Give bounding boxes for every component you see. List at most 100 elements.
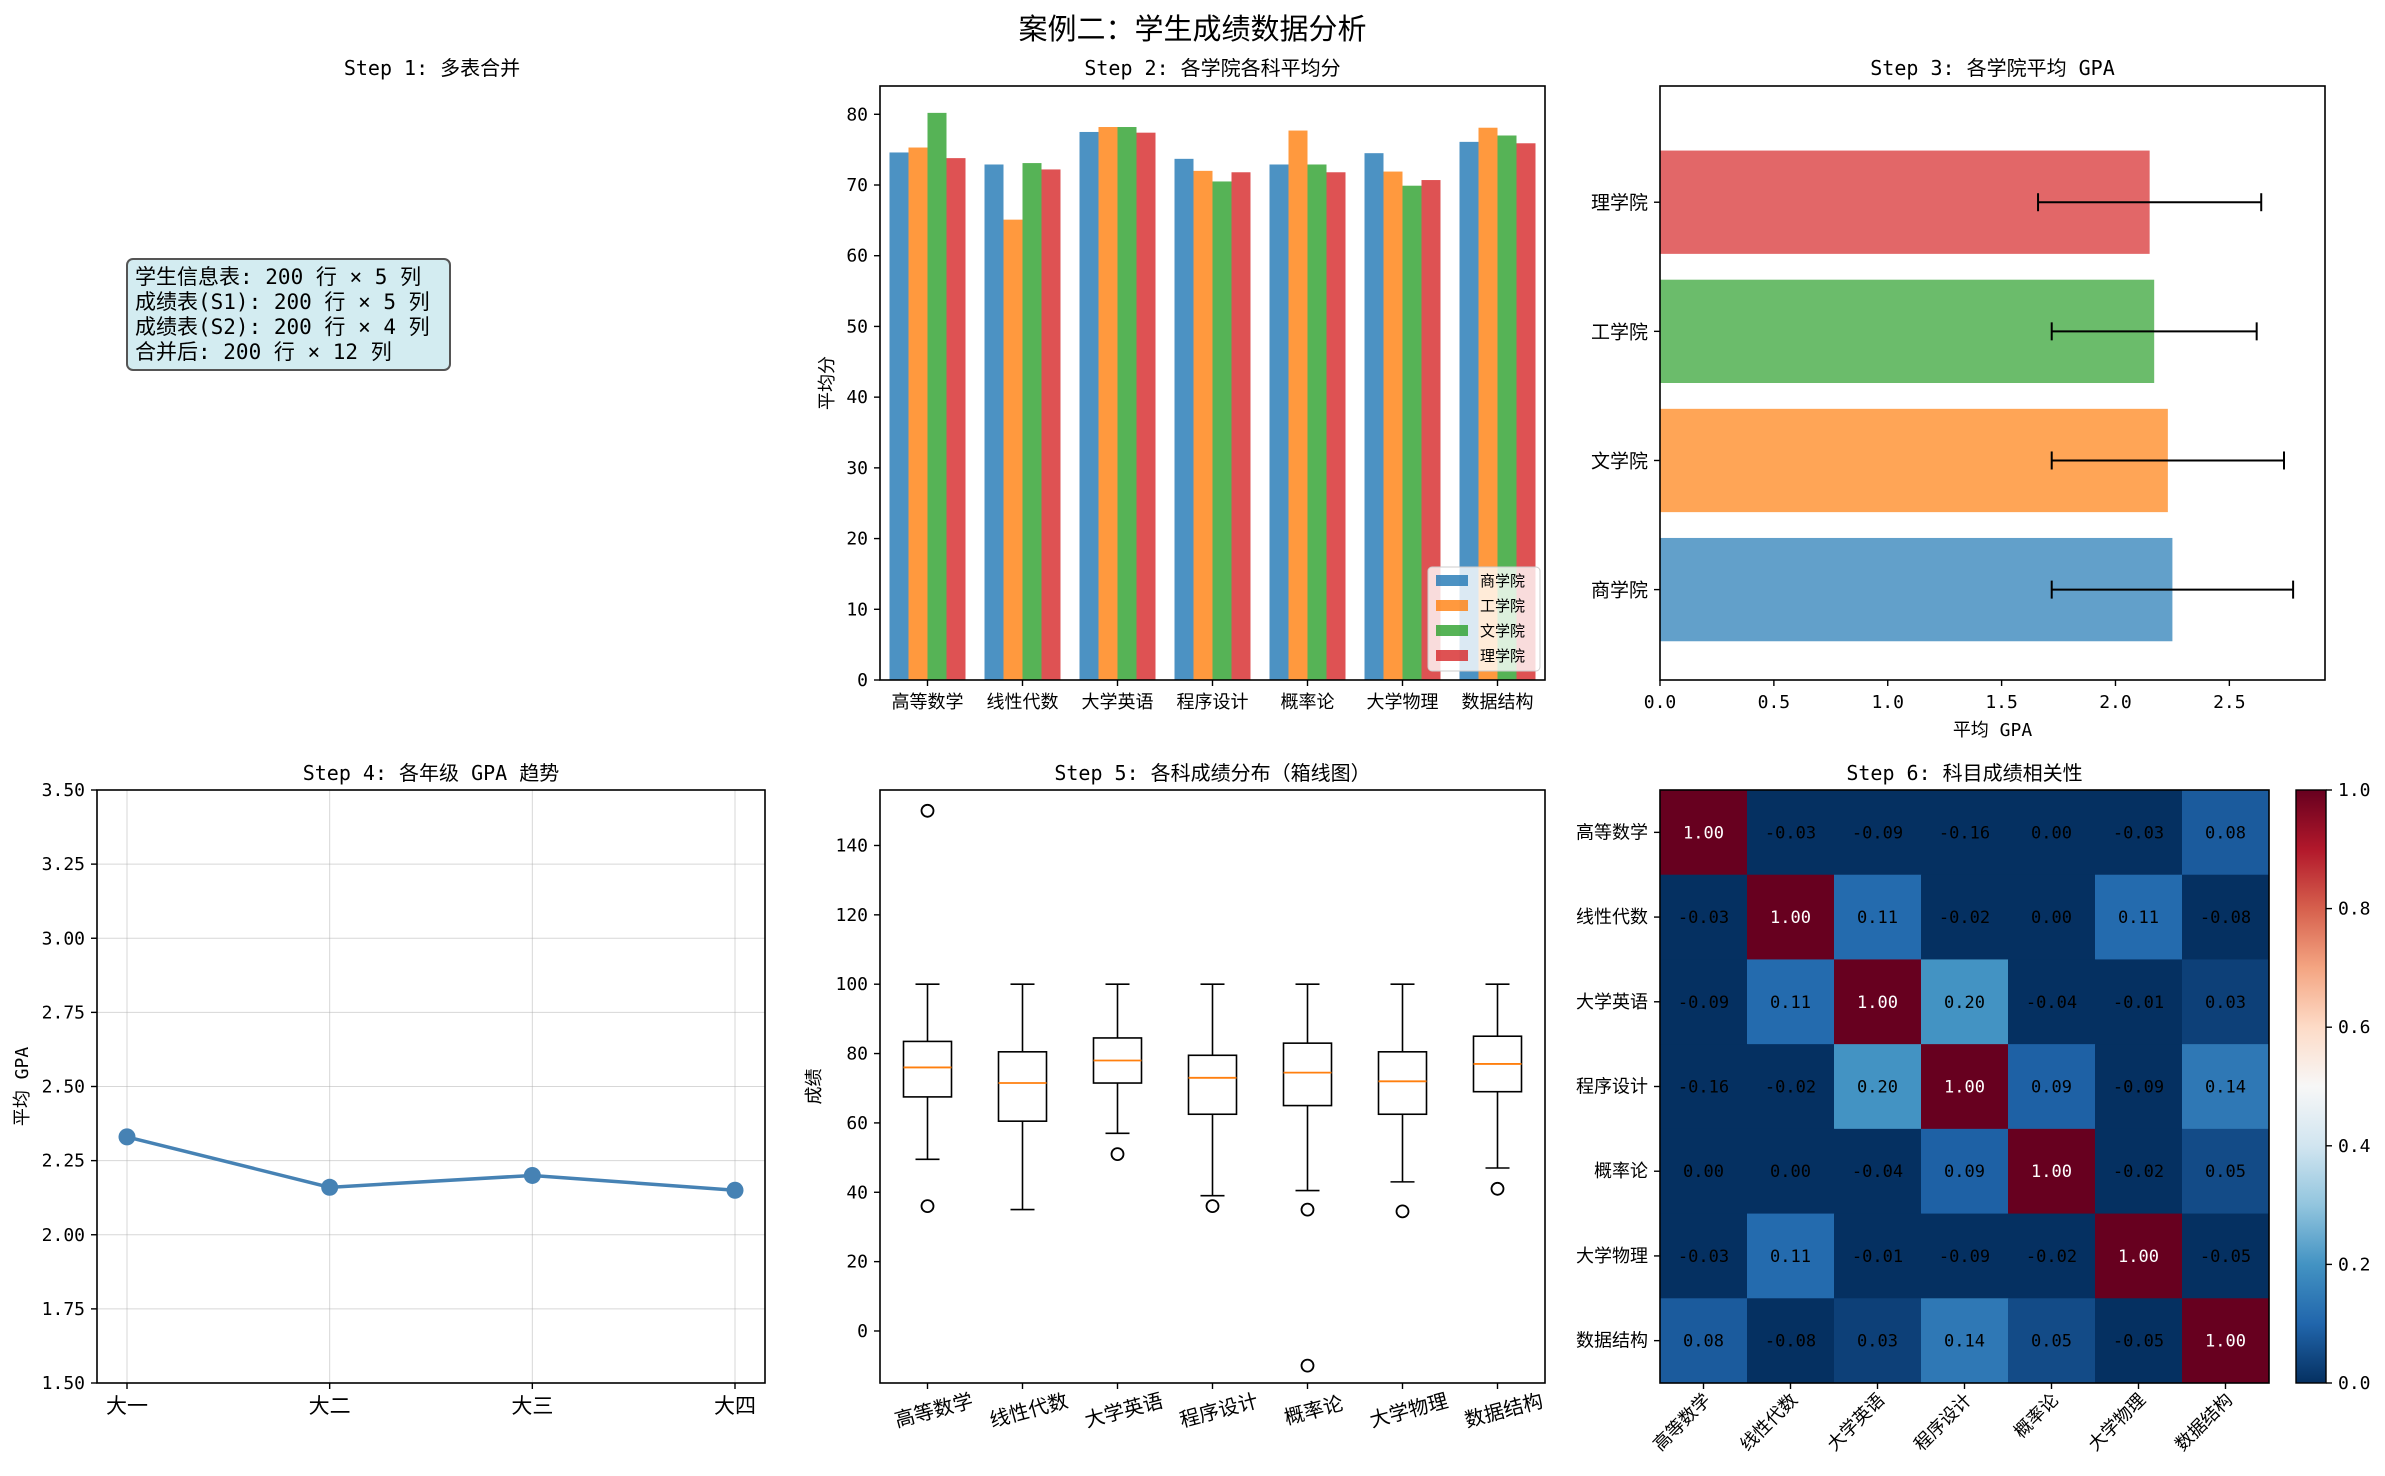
step6-title: Step 6: 科目成绩相关性 xyxy=(1846,761,2082,785)
figure-title: 案例二：学生成绩数据分析 xyxy=(1018,12,1367,46)
bar xyxy=(1117,127,1137,680)
outlier xyxy=(1490,1181,1505,1196)
bar xyxy=(984,164,1004,680)
plot-frame xyxy=(879,789,1546,1384)
cell-value: 0.00 xyxy=(1770,1162,1811,1182)
y-tick-label: 文学院 xyxy=(1591,450,1648,472)
heatmap-cell xyxy=(1660,1044,1748,1130)
bar xyxy=(1041,169,1061,680)
heatmap-cell xyxy=(1834,959,1922,1045)
y-axis-label: 平均分 xyxy=(817,356,838,410)
gpa-point xyxy=(523,1166,541,1184)
y-tick-label: 大学英语 xyxy=(1576,992,1648,1013)
plot-frame xyxy=(1659,789,2270,1384)
x-tick-label: 线性代数 xyxy=(987,1388,1070,1432)
x-tick-label: 程序设计 xyxy=(1177,1388,1260,1432)
cell-value: -0.01 xyxy=(2113,993,2164,1013)
cell-value: -0.09 xyxy=(1852,823,1903,843)
bar xyxy=(1098,127,1118,680)
y-axis-label: 平均 GPA xyxy=(12,1047,33,1127)
y-tick-label: 60 xyxy=(846,246,868,267)
heatmap-cell xyxy=(1921,790,2009,876)
legend-label: 商学院 xyxy=(1480,572,1525,590)
cell-value: -0.03 xyxy=(1678,1247,1729,1267)
box xyxy=(997,1051,1048,1122)
outlier xyxy=(920,1199,935,1214)
heatmap-cell xyxy=(2008,1128,2096,1215)
heatmap-cell xyxy=(1747,1044,1835,1130)
plot-frame xyxy=(1659,85,2326,681)
legend-swatch xyxy=(1436,650,1468,661)
heatmap-cell xyxy=(1834,1128,1922,1215)
x-tick-label: 大一 xyxy=(106,1394,148,1418)
y-tick-label: 70 xyxy=(846,175,868,196)
cell-value: -0.04 xyxy=(1852,1162,1903,1182)
y-tick-label: 120 xyxy=(835,905,868,926)
colorbar-tick-label: 0.4 xyxy=(2338,1136,2371,1157)
heatmap-cell xyxy=(2095,1213,2183,1299)
y-tick-label: 2.75 xyxy=(42,1002,85,1023)
step3-title: Step 3: 各学院平均 GPA xyxy=(1870,56,2115,80)
bar xyxy=(927,112,947,680)
cell-value: 0.11 xyxy=(1857,908,1898,928)
x-tick-label: 概率论 xyxy=(2010,1390,2063,1443)
cell-value: -0.01 xyxy=(1852,1247,1903,1267)
step2-title: Step 2: 各学院各科平均分 xyxy=(1084,56,1340,80)
box xyxy=(1282,1042,1333,1107)
x-tick-label: 大二 xyxy=(309,1394,351,1418)
info-line: 合并后: 200 行 × 12 列 xyxy=(135,340,392,364)
y-tick-label: 80 xyxy=(846,1044,868,1065)
heatmap-cell xyxy=(1747,1128,1835,1215)
bar xyxy=(1003,219,1023,680)
cell-value: 0.11 xyxy=(1770,993,1811,1013)
cell-value: -0.05 xyxy=(2113,1332,2164,1352)
heatmap-cell xyxy=(2182,1128,2270,1215)
cell-value: -0.03 xyxy=(1765,823,1816,843)
info-line: 成绩表(S2): 200 行 × 4 列 xyxy=(135,315,430,339)
heatmap-cell xyxy=(2095,1128,2183,1215)
cell-value: 0.00 xyxy=(1683,1162,1724,1182)
cell-value: 0.00 xyxy=(2031,823,2072,843)
cell-value: 0.03 xyxy=(1857,1332,1898,1352)
y-tick-label: 1.75 xyxy=(42,1299,85,1320)
heatmap-cell xyxy=(1834,874,1922,960)
y-tick-label: 80 xyxy=(846,104,868,125)
cell-value: -0.02 xyxy=(2113,1162,2164,1182)
outlier xyxy=(1300,1358,1315,1373)
info-line: 学生信息表: 200 行 × 5 列 xyxy=(135,265,422,289)
bar xyxy=(1326,172,1346,680)
bar xyxy=(1383,171,1403,681)
bar xyxy=(1193,170,1213,680)
heatmap-cell xyxy=(2008,1213,2096,1299)
cell-value: 1.00 xyxy=(1857,993,1898,1013)
colorbar xyxy=(2295,789,2327,1384)
heatmap-cell xyxy=(2095,959,2183,1045)
bar xyxy=(1269,164,1289,680)
y-tick-label: 40 xyxy=(846,387,868,408)
step4-title: Step 4: 各年级 GPA 趋势 xyxy=(303,761,560,785)
cell-value: -0.02 xyxy=(1939,908,1990,928)
outlier xyxy=(1395,1204,1410,1219)
cell-value: 1.00 xyxy=(1683,823,1724,843)
bar xyxy=(1459,141,1479,681)
legend-swatch xyxy=(1436,625,1468,636)
heatmap-cell xyxy=(1747,1213,1835,1299)
heatmap-cell xyxy=(1660,1213,1748,1299)
bar xyxy=(889,152,909,680)
heatmap-cell xyxy=(1921,959,2009,1045)
legend-label: 文学院 xyxy=(1480,622,1525,640)
heatmap-cell xyxy=(2095,790,2183,876)
heatmap-cell xyxy=(1921,1298,2009,1384)
heatmap-cell xyxy=(2182,1298,2270,1384)
y-tick-label: 100 xyxy=(835,974,868,995)
x-tick-label: 0.5 xyxy=(1758,692,1791,713)
y-axis-label: 成绩 xyxy=(804,1069,825,1105)
heatmap-cell xyxy=(2182,1044,2270,1130)
y-tick-label: 60 xyxy=(846,1113,868,1134)
heatmap-cell xyxy=(2008,959,2096,1045)
legend-box xyxy=(1427,566,1541,672)
heatmap-cell xyxy=(2008,874,2096,960)
heatmap-cell xyxy=(1834,1213,1922,1299)
plot-frame xyxy=(96,789,766,1384)
